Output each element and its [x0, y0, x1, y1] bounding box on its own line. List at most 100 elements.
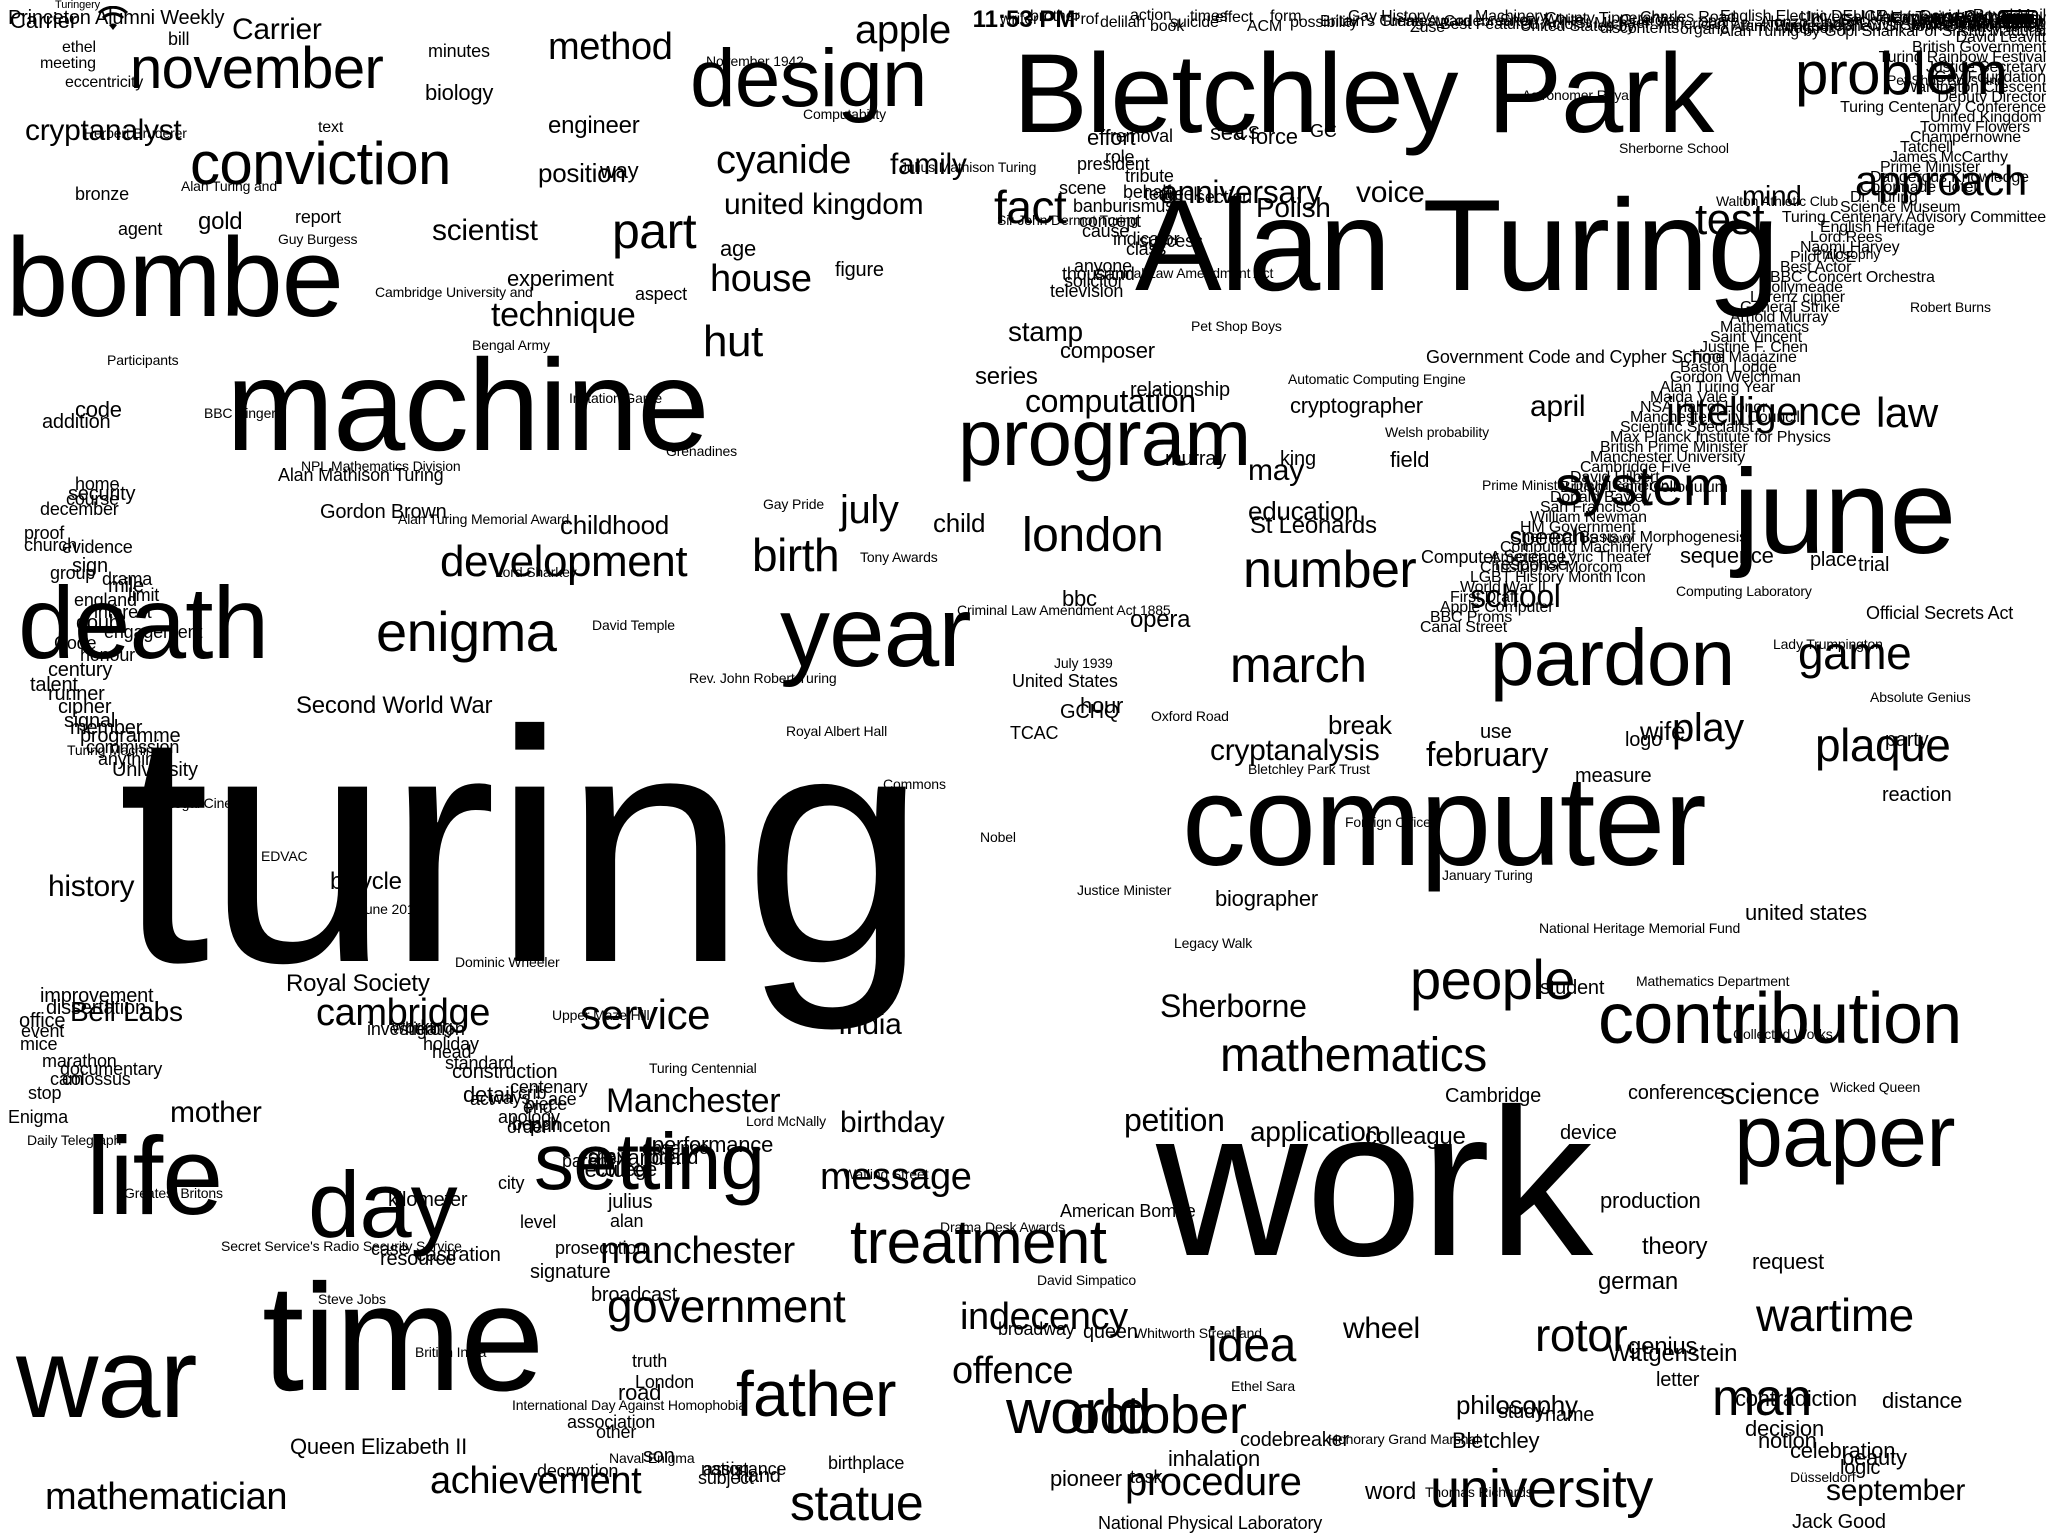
word-brother: brother: [1030, 8, 1080, 25]
word-piece: piece: [525, 1094, 568, 1114]
word-banburismus: banburismus: [1073, 196, 1175, 216]
word-mathematics: mathematics: [1220, 1029, 1487, 1082]
word-arnold-murray: Arnold Murray: [1730, 309, 1829, 326]
word-level: level: [520, 1212, 557, 1232]
word-centenary: centenary: [510, 1077, 588, 1097]
word-sherborne-school: Sherborne School: [1619, 140, 1729, 156]
word-indian-civil-service: Indian Civil Service: [1820, 17, 1953, 34]
word-truth: truth: [632, 1351, 668, 1371]
word-jack-good: Jack Good: [1792, 1511, 1886, 1533]
word-gay-history: Gay History: [1348, 8, 1430, 25]
word-end: end: [523, 1097, 553, 1117]
word-tribute: tribute: [1125, 166, 1174, 186]
word-dr-turing: Dr. Turing: [1850, 189, 1918, 206]
word-investigation: investigation: [367, 1019, 465, 1039]
word-turing-award: Turing Award: [1380, 13, 1472, 30]
word-princeton-alumni-weekly: Princeton Alumni Weekly: [8, 7, 225, 29]
word-improvement: improvement: [40, 985, 154, 1007]
word-week: week: [1161, 184, 1203, 204]
word-achievement: achievement: [430, 1460, 642, 1502]
word-working: working: [392, 1017, 453, 1037]
word-apology: apology: [498, 1107, 560, 1127]
word-october: october: [1070, 1385, 1247, 1445]
word-system: system: [1555, 454, 1730, 517]
word-united-states-by: United States by: [1520, 18, 1635, 35]
word-whitworth-street-and: Whitworth Street and: [1134, 1325, 1262, 1341]
word-logic: logic: [1840, 1457, 1881, 1479]
word-drama: drama: [102, 569, 153, 589]
word-college: college: [595, 1159, 657, 1181]
word-scientist: scientist: [432, 214, 538, 247]
word-sir-john-dermot-turing: Sir John Dermot Turing: [997, 212, 1138, 228]
word-mathematics: Mathematics: [1720, 319, 1809, 336]
word-gc: GC: [1310, 121, 1337, 141]
word-procedure: procedure: [1125, 1460, 1302, 1504]
word-manchester-city-council: Manchester City Council: [1630, 409, 1800, 426]
word-colleague: colleague: [1365, 1123, 1466, 1150]
word-colonnade-hotel: Colonnade Hotel: [1860, 179, 1977, 196]
word-measure: measure: [1575, 765, 1652, 787]
word-edvac: EDVAC: [261, 848, 308, 864]
word-april: april: [1530, 390, 1586, 423]
word-deputy-director: Deputy Director: [1937, 89, 2046, 106]
word-alan-turing-bridge: Alan Turing Bridge: [1880, 9, 2009, 26]
word-other: other: [596, 1422, 637, 1442]
word-day: day: [308, 1152, 458, 1257]
word-petition: petition: [1124, 1102, 1225, 1138]
word-setting: setting: [534, 1117, 765, 1206]
word-way: way: [600, 158, 639, 183]
word-commission: commission: [86, 737, 180, 757]
word-hour: hour: [1080, 693, 1124, 718]
word-hm-government: HM Government: [1520, 519, 1636, 536]
word-alonzo-church: Alonzo Church: [1760, 14, 1863, 31]
word-signal: signal: [64, 710, 116, 732]
word-general-strike: General Strike: [1740, 299, 1841, 316]
word-maida-vale: Maida Vale: [1650, 389, 1728, 406]
word-foreign-office: Foreign Office: [1345, 814, 1431, 830]
word-naval-enigma: Naval Enigma: [609, 1450, 695, 1466]
word-technique: technique: [491, 296, 636, 334]
word-d-sseldorf: Düsseldorf: [1790, 1469, 1856, 1485]
word-grenadines: Grenadines: [666, 443, 737, 459]
word-father: father: [736, 1358, 896, 1430]
word-field: field: [1390, 447, 1430, 472]
word-event: event: [21, 1021, 65, 1041]
word-scientific-specialist: Scientific Specialist: [1620, 419, 1754, 436]
word-voice: voice: [1356, 176, 1425, 209]
word-alan-turing-year: Alan Turing Year: [1660, 379, 1775, 396]
word-task: task: [1130, 1467, 1163, 1487]
word-julius: julius: [608, 1191, 653, 1213]
word-detail: detail: [463, 1082, 515, 1107]
word-relationship: relationship: [1130, 379, 1230, 401]
word-signature: signature: [530, 1261, 611, 1283]
word-name: name: [1545, 1404, 1595, 1426]
word-hand: hand: [737, 1465, 781, 1487]
word-people: people: [1410, 948, 1575, 1011]
word-minutes: minutes: [428, 41, 490, 61]
word-engagement: engagement: [104, 622, 203, 642]
word-apple: apple: [855, 8, 951, 52]
word-son: son: [643, 1445, 675, 1467]
word-codebreaker: codebreaker: [1240, 1429, 1349, 1451]
word-american: American: [1660, 16, 1727, 33]
word-dissertation: dissertation: [46, 997, 146, 1019]
word-government-code-and-cypher-school: Government Code and Cypher School: [1426, 347, 1726, 367]
word-david-temple: David Temple: [592, 617, 675, 633]
word-development: development: [440, 537, 688, 586]
word-board: board: [648, 1147, 699, 1169]
word-student: student: [1540, 977, 1605, 999]
word-cambridge: Cambridge: [1445, 1085, 1542, 1107]
word-death: death: [18, 566, 269, 680]
word-crib: crib: [518, 1083, 547, 1103]
word-bicycle: bicycle: [330, 868, 402, 895]
word-secret-service-s-radio-security-service: Secret Service's Radio Security Service: [221, 1238, 462, 1254]
word-cause: cause: [1082, 221, 1130, 241]
word-wife: wife: [1640, 716, 1686, 746]
word-use: use: [1480, 721, 1512, 743]
word-decision: decision: [1745, 1416, 1824, 1441]
word-commons: Commons: [883, 776, 946, 792]
word-place: place: [1810, 549, 1857, 571]
word-word: word: [1365, 1478, 1417, 1505]
word-parent: parent: [562, 1151, 612, 1171]
word-indecency: indecency: [960, 1296, 1128, 1338]
